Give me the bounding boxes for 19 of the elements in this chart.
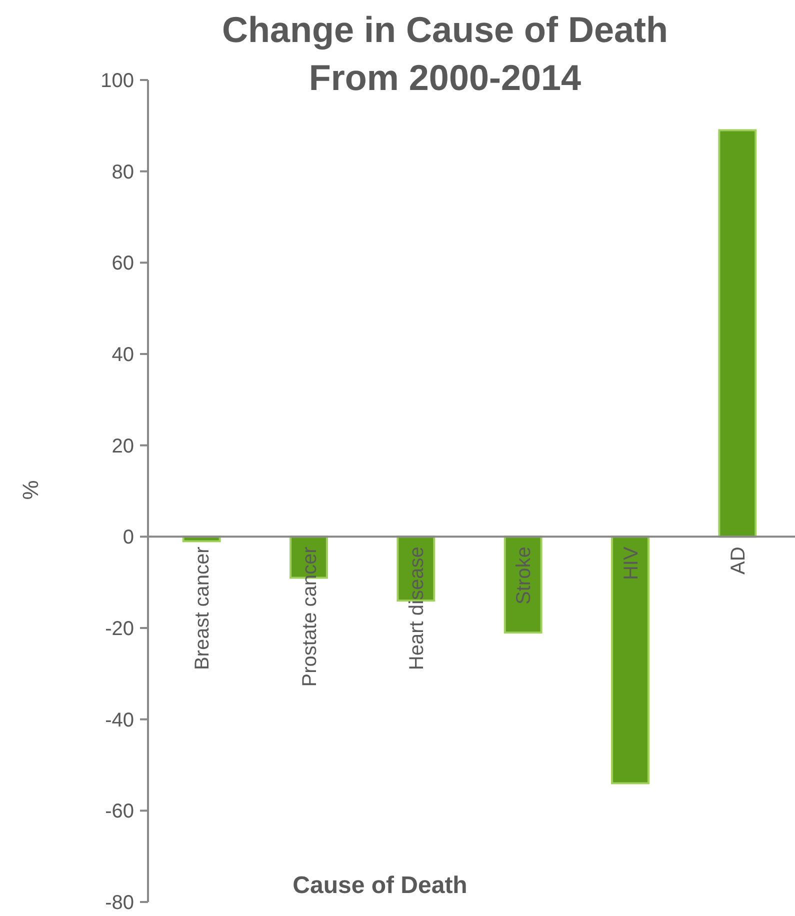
- y-tick-label: 20: [112, 435, 134, 458]
- y-tick-label: -20: [105, 618, 134, 640]
- x-tick-label: Breast cancer: [192, 546, 214, 670]
- x-axis-title: Cause of Death: [292, 872, 468, 899]
- x-tick-label: HIV: [620, 546, 642, 580]
- y-tick-label: 60: [112, 252, 134, 275]
- y-tick-label: 0: [122, 526, 134, 549]
- y-tick-label: -60: [105, 800, 134, 823]
- x-tick-label: Stroke: [513, 546, 536, 604]
- chart-title: Change in Cause of Death From 2000-2014: [222, 9, 668, 98]
- y-tick-label: -40: [105, 709, 134, 732]
- y-tick-label: 100: [100, 70, 134, 92]
- x-tick-label: Prostate cancer: [298, 546, 321, 687]
- x-tick-label: Heart disease: [406, 546, 428, 670]
- y-tick-label: 80: [112, 161, 134, 184]
- y-tick-label: -80: [105, 892, 134, 914]
- y-axis-title: %: [18, 480, 43, 500]
- x-tick-label: AD: [727, 546, 750, 574]
- y-tick-label: 40: [112, 344, 134, 366]
